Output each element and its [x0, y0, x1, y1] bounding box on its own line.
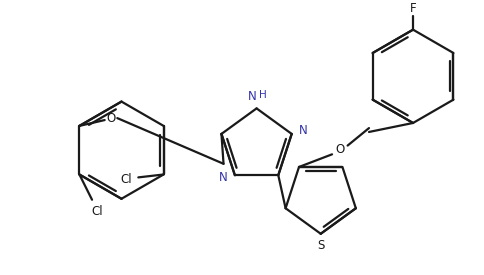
Text: H: H: [258, 90, 266, 100]
Text: O: O: [335, 143, 345, 156]
Text: F: F: [410, 2, 416, 15]
Text: S: S: [317, 239, 324, 252]
Text: N: N: [219, 171, 227, 184]
Text: Cl: Cl: [121, 173, 133, 186]
Text: N: N: [248, 90, 257, 103]
Text: N: N: [299, 123, 308, 136]
Text: Cl: Cl: [91, 205, 103, 218]
Text: O: O: [106, 112, 115, 125]
